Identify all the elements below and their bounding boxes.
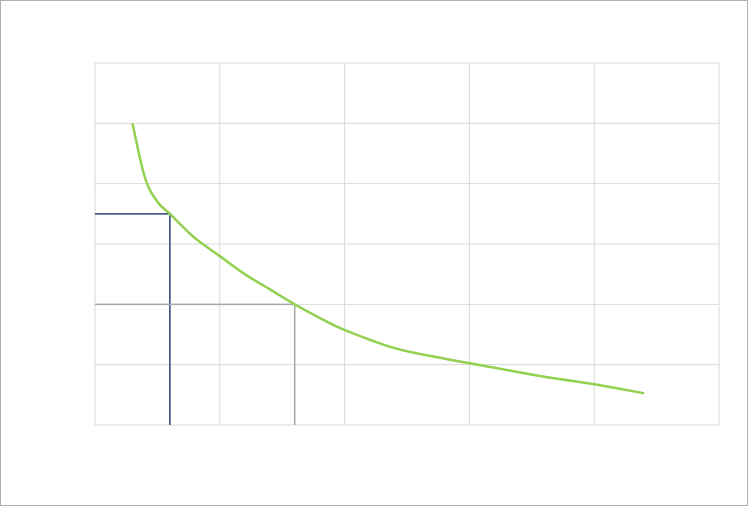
indifference-curve-chart — [1, 1, 747, 505]
chart-container — [0, 0, 748, 506]
